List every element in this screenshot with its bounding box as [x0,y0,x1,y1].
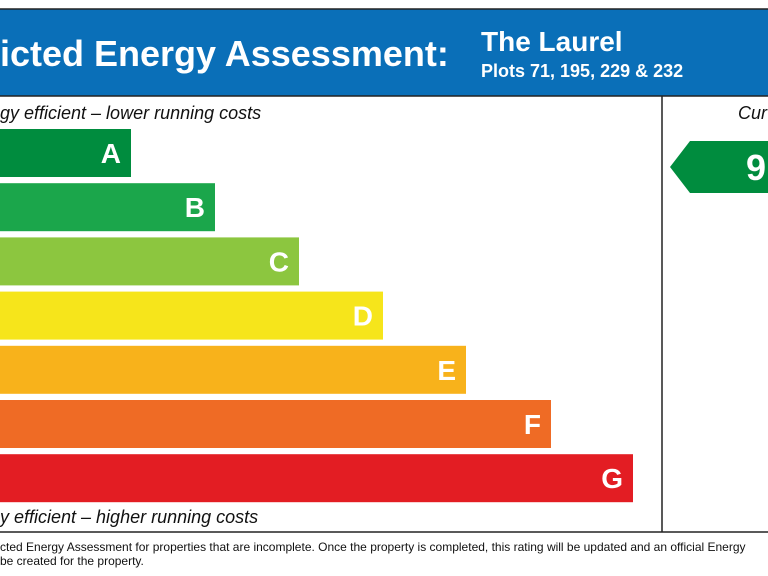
footer-line: cted Energy Assessment for properties th… [0,540,746,554]
band-bar [0,345,466,394]
current-rating: 9 [746,147,766,188]
band-bar [0,400,551,448]
current-heading: Cur [738,103,768,123]
property-name: The Laurel [481,26,623,57]
body-border [0,95,768,533]
footer-line: be created for the property. [0,554,144,568]
band-letter: D [353,301,373,332]
plots: Plots 71, 195, 229 & 232 [481,61,683,81]
band-letter: B [185,192,205,223]
band-letter: F [524,409,541,440]
header-title: icted Energy Assessment: [0,33,449,74]
band-letter: A [101,138,121,169]
bottom-label: y efficient – higher running costs [0,507,258,527]
band-bar [0,454,633,503]
band-letter: C [269,246,289,277]
header-band [0,9,768,96]
band-letter: E [437,355,456,386]
band-bar [0,291,383,340]
band-bar [0,237,299,286]
band-letter: G [601,463,623,494]
current-arrow [670,141,768,193]
bands: A B C D E F G [0,129,633,503]
band-bar [0,183,215,232]
top-label: gy efficient – lower running costs [0,103,261,123]
band-bar [0,129,131,177]
